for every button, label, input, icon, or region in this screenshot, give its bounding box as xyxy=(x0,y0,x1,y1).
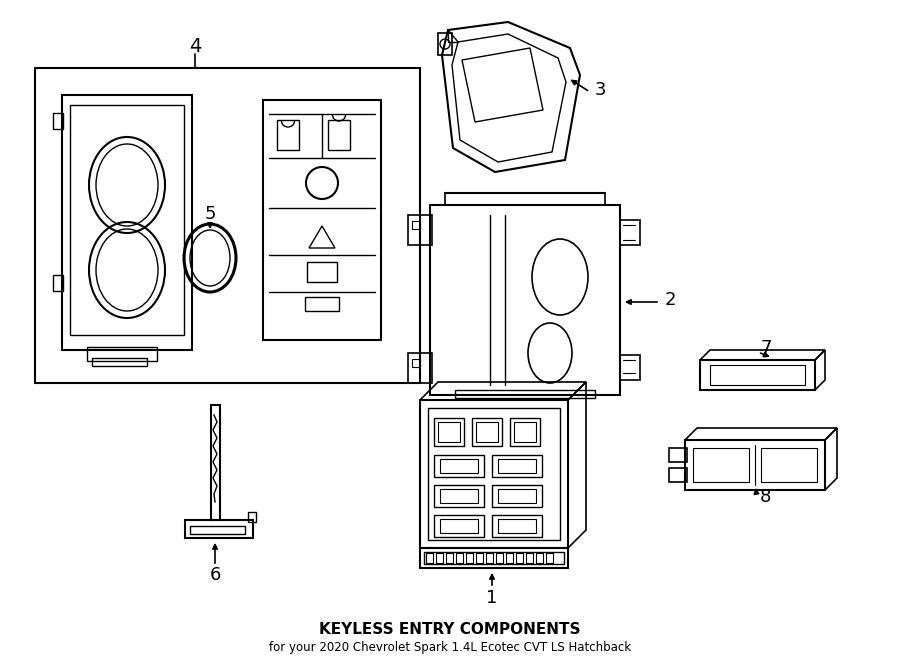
Bar xyxy=(498,489,536,503)
Bar xyxy=(700,360,815,390)
Bar xyxy=(438,33,452,55)
Bar xyxy=(498,519,536,533)
Bar xyxy=(190,526,245,534)
Bar xyxy=(440,519,478,533)
Bar xyxy=(53,113,63,129)
Bar xyxy=(472,418,502,446)
Bar xyxy=(440,459,478,473)
Bar xyxy=(710,365,805,385)
Bar xyxy=(53,275,63,291)
Bar xyxy=(476,553,483,563)
Bar xyxy=(420,400,568,548)
Text: 7: 7 xyxy=(760,339,771,357)
Bar xyxy=(514,422,536,442)
Text: 2: 2 xyxy=(665,291,677,309)
Text: 5: 5 xyxy=(204,205,216,223)
Bar xyxy=(263,100,381,340)
Bar xyxy=(87,347,157,361)
Bar xyxy=(277,120,299,150)
Bar xyxy=(620,355,640,380)
Bar xyxy=(248,512,256,522)
Bar xyxy=(456,553,463,563)
Bar xyxy=(434,485,484,507)
Bar xyxy=(328,120,350,150)
Bar xyxy=(408,353,432,383)
Bar xyxy=(440,489,478,503)
Bar xyxy=(438,422,460,442)
Bar xyxy=(546,553,553,563)
Text: KEYLESS ENTRY COMPONENTS: KEYLESS ENTRY COMPONENTS xyxy=(320,623,580,637)
Bar xyxy=(498,459,536,473)
Bar xyxy=(426,553,433,563)
Bar xyxy=(430,205,620,395)
Text: 6: 6 xyxy=(210,566,220,584)
Bar xyxy=(510,418,540,446)
Bar xyxy=(424,552,564,564)
Bar xyxy=(185,520,253,538)
Bar xyxy=(92,358,147,366)
Bar xyxy=(486,553,493,563)
Bar xyxy=(620,220,640,245)
Text: 4: 4 xyxy=(189,38,202,56)
Bar xyxy=(436,553,443,563)
Bar xyxy=(693,448,749,482)
Bar xyxy=(434,455,484,477)
Bar xyxy=(446,553,453,563)
Bar xyxy=(496,553,503,563)
Bar xyxy=(685,440,825,490)
Polygon shape xyxy=(448,30,458,42)
Bar xyxy=(492,455,542,477)
Bar xyxy=(420,548,568,568)
Bar xyxy=(506,553,513,563)
Text: 3: 3 xyxy=(595,81,607,99)
Bar xyxy=(305,297,339,311)
Bar xyxy=(455,390,595,398)
Bar xyxy=(408,215,432,245)
Bar xyxy=(526,553,533,563)
Bar xyxy=(466,553,473,563)
Text: 1: 1 xyxy=(486,589,498,607)
Bar xyxy=(669,468,687,482)
Bar xyxy=(434,515,484,537)
Bar xyxy=(307,262,337,282)
Bar xyxy=(412,221,420,229)
Bar xyxy=(669,448,687,462)
Bar xyxy=(516,553,523,563)
Bar xyxy=(35,68,420,383)
Bar xyxy=(412,359,420,367)
Bar xyxy=(761,448,817,482)
Bar xyxy=(476,422,498,442)
Bar xyxy=(428,408,560,540)
Bar xyxy=(70,105,184,335)
Bar xyxy=(211,405,220,520)
Bar xyxy=(536,553,543,563)
Bar xyxy=(492,485,542,507)
Text: 8: 8 xyxy=(760,488,771,506)
Text: for your 2020 Chevrolet Spark 1.4L Ecotec CVT LS Hatchback: for your 2020 Chevrolet Spark 1.4L Ecote… xyxy=(269,641,631,654)
Bar xyxy=(62,95,192,350)
Bar xyxy=(434,418,464,446)
Bar xyxy=(492,515,542,537)
